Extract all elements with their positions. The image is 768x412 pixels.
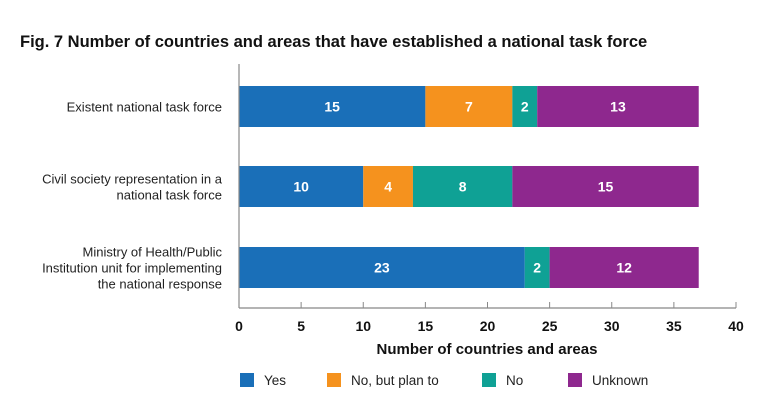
x-tick-label: 20 [480,318,496,334]
x-tick-label: 35 [666,318,682,334]
x-tick-label: 10 [355,318,371,334]
data-label: 15 [324,99,340,115]
legend-swatch [568,373,582,387]
x-axis-label: Number of countries and areas [377,341,598,358]
x-tick-label: 25 [542,318,558,334]
bar-segment-yes [239,86,426,127]
bar-segment-unknown [549,247,699,288]
chart-title: Fig. 7 Number of countries and areas tha… [20,33,647,51]
data-label: 7 [465,99,473,115]
category-label: Civil society representation in a nationa… [42,172,223,203]
bar-segment-no-but-plan-to [425,86,513,127]
data-label: 23 [374,260,390,276]
bar-segment-no [524,247,550,288]
legend-swatch [327,373,341,387]
legend-label: Unknown [592,373,648,388]
x-tick-label: 0 [235,318,243,334]
data-label: 10 [293,179,309,195]
legend-label: No, but plan to [351,373,439,388]
legend-swatch [240,373,254,387]
legend-label: Yes [264,373,286,388]
bar-segment-unknown [512,166,699,207]
legend-item: No, but plan to [327,373,439,388]
legend-label: No [506,373,523,388]
bar-segment-yes [239,247,525,288]
x-tick-label: 40 [728,318,744,334]
bar-segment-no [512,86,538,127]
legend-item: Yes [240,373,286,388]
x-tick-label: 5 [297,318,305,334]
data-label: 4 [384,179,392,195]
bar-segment-unknown [537,86,699,127]
bar-segment-no [412,166,513,207]
data-label: 2 [521,99,529,115]
bar-segment-yes [239,166,364,207]
bar-segment-no-but-plan-to [363,166,413,207]
legend-item: No [482,373,523,388]
category-label: Existent national task force [67,100,222,115]
data-label: 13 [610,99,626,115]
x-tick-label: 30 [604,318,620,334]
data-label: 15 [598,179,614,195]
data-label: 2 [533,260,541,276]
data-label: 12 [616,260,632,276]
legend-item: Unknown [568,373,648,388]
legend-swatch [482,373,496,387]
category-label: Ministry of Health/Public Institution uni… [42,245,222,292]
data-label: 8 [459,179,467,195]
x-tick-label: 15 [418,318,434,334]
